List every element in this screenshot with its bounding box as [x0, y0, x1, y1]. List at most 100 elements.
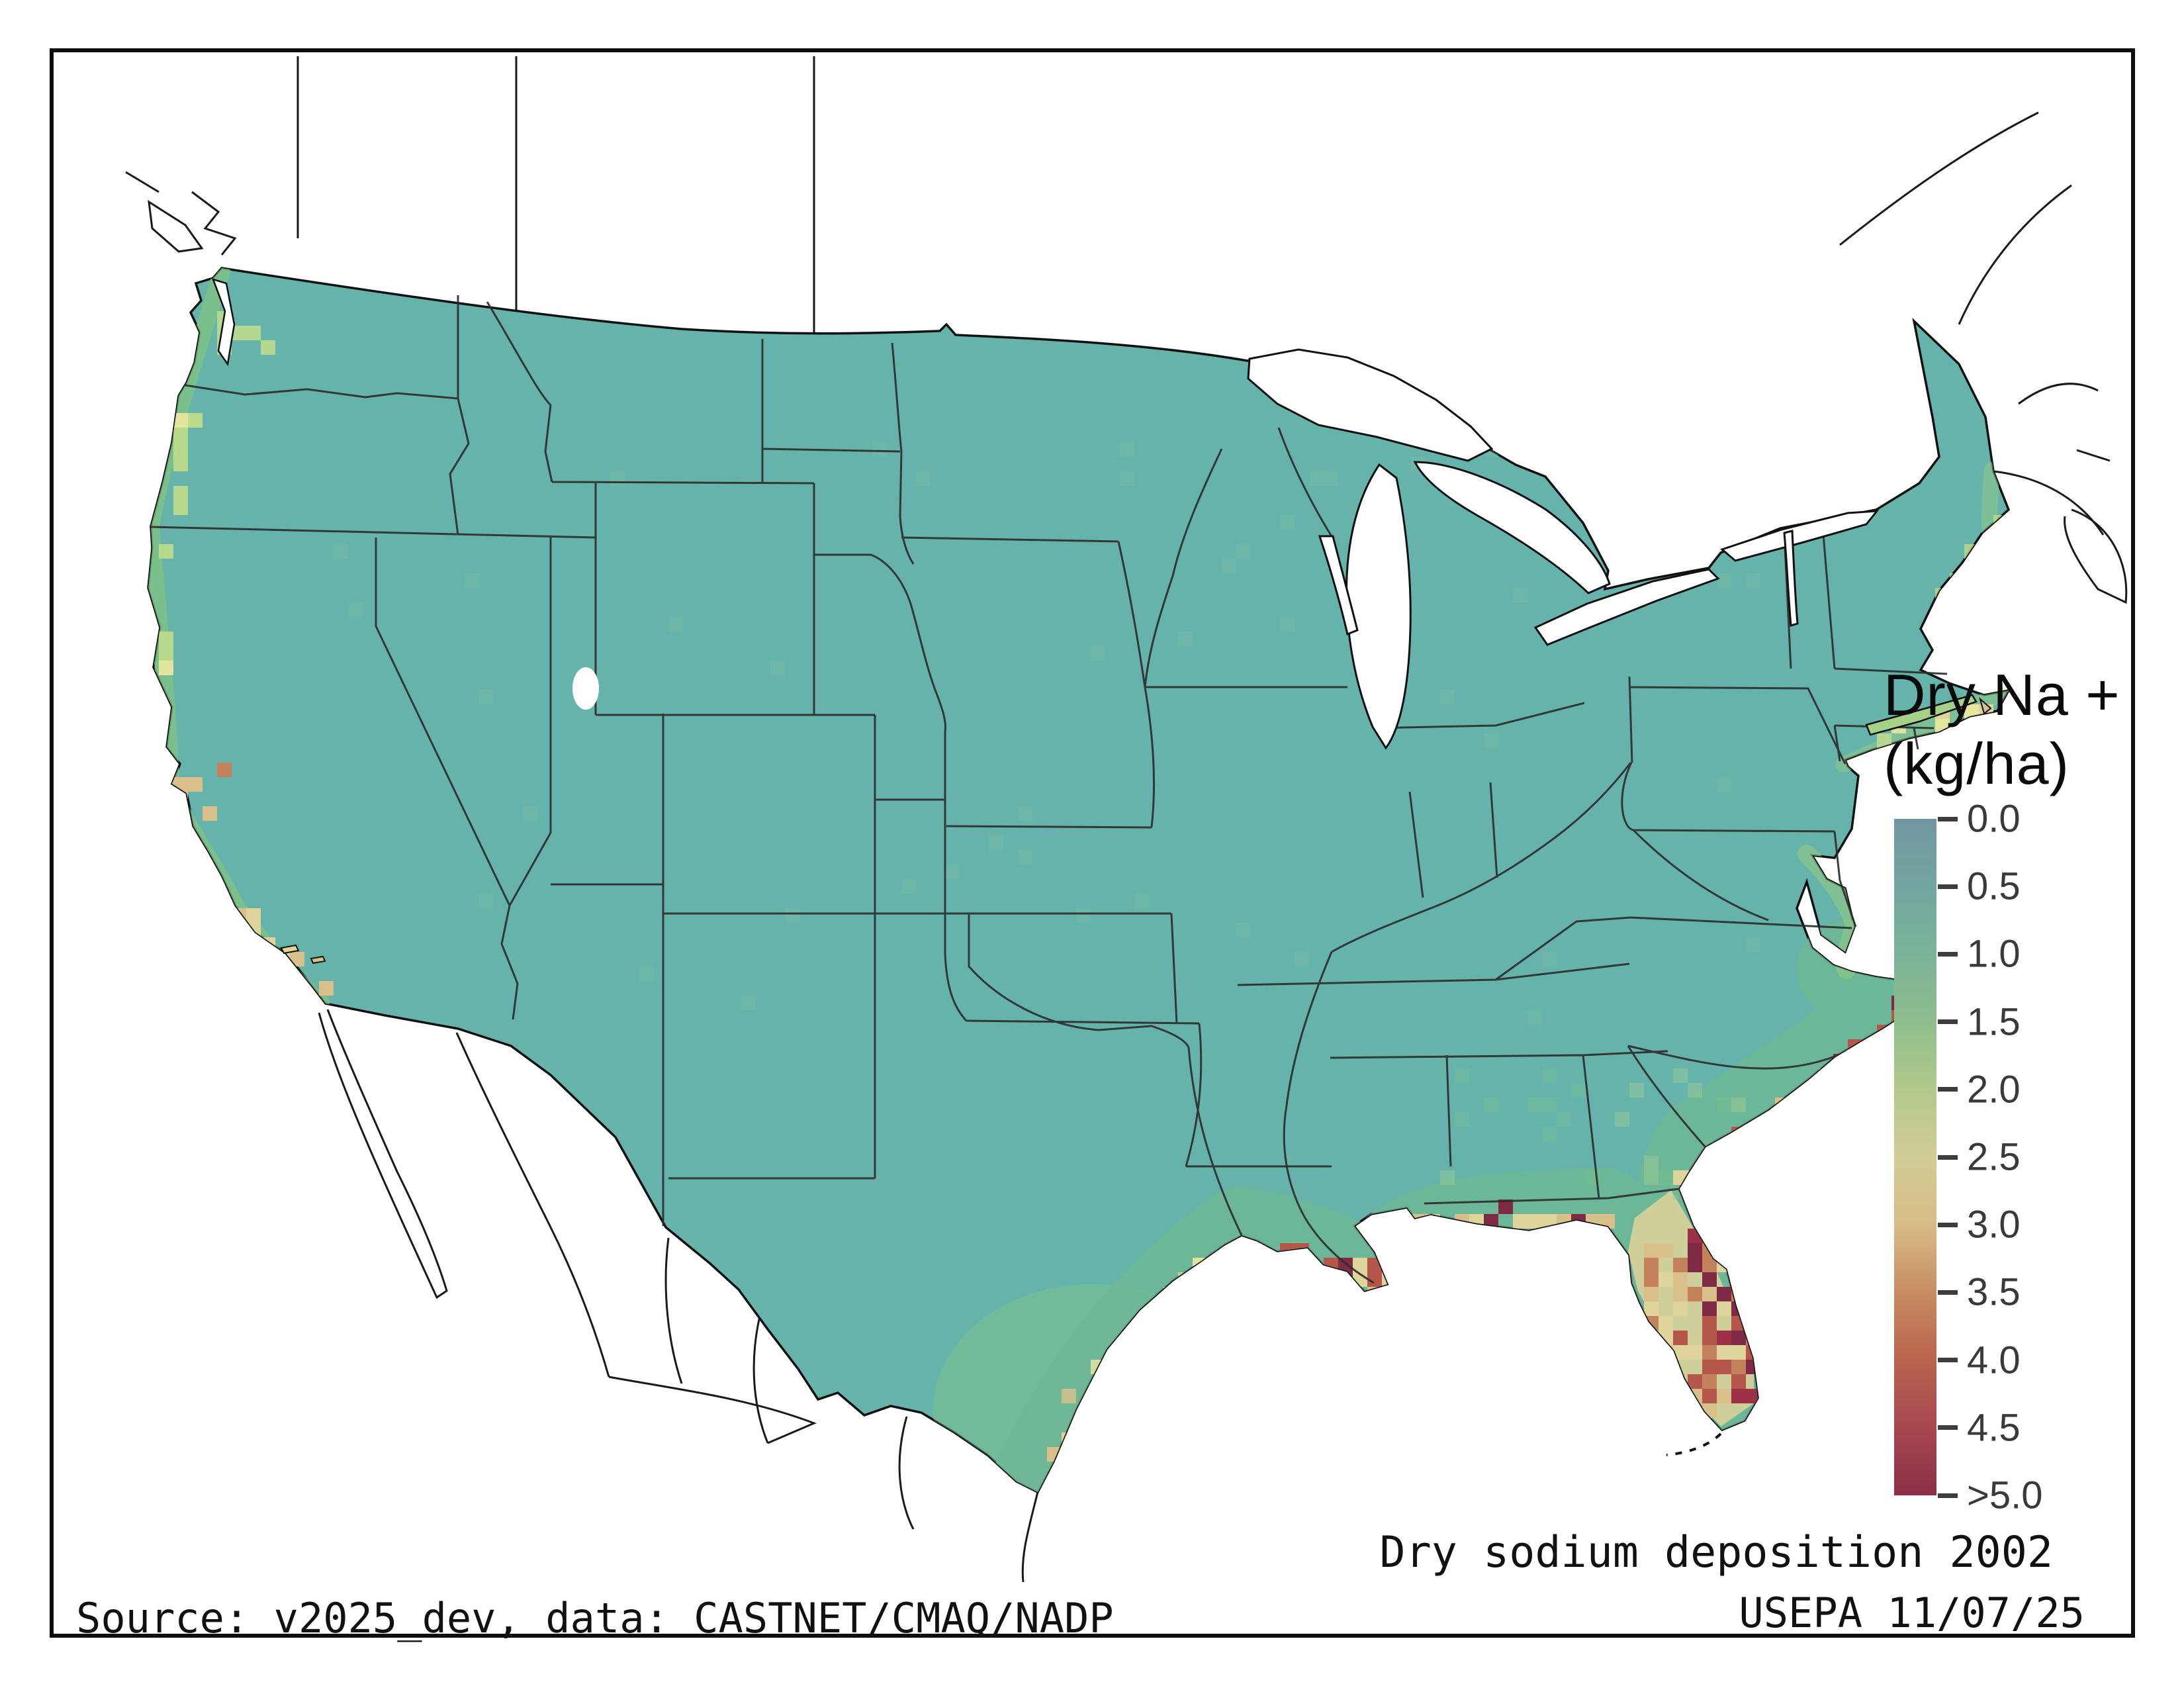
deposition-cell-florida-interior — [1731, 1272, 1746, 1287]
deposition-cell-texas-coast — [1105, 1403, 1120, 1418]
deposition-cell-interior-mottle — [1018, 850, 1032, 865]
deposition-cell-socal-coast — [275, 952, 290, 966]
deposition-cell-florida-interior — [1731, 1258, 1746, 1272]
deposition-cell-texas-coast — [1134, 1374, 1149, 1389]
deposition-cell-florida-interior — [1702, 1389, 1717, 1403]
baja-california-coast — [318, 1009, 448, 1299]
state-borders-east — [1145, 427, 1948, 1284]
deposition-cell-south-carolina-coast — [1790, 1098, 1804, 1112]
deposition-cell-maine-coast — [1993, 530, 2008, 544]
deposition-cell-louisiana-coast — [1338, 1272, 1353, 1287]
deposition-cell-pacific-northwest-coast — [173, 500, 188, 515]
deposition-cell-florida-interior — [1702, 1360, 1717, 1374]
deposition-cell-florida-interior — [1659, 1389, 1673, 1403]
deposition-cell-texas-coast — [1105, 1389, 1120, 1403]
deposition-cell-interior-mottle — [639, 966, 654, 981]
legend-tick-label: 2.0 — [1967, 1068, 2021, 1111]
deposition-cell-interior-mottle — [1236, 923, 1251, 937]
legend-title-line1: Dry Na + — [1884, 662, 2120, 727]
legend-tick-mark — [1938, 1358, 1958, 1363]
deposition-cell-south-carolina-coast — [1717, 1141, 1731, 1156]
deposition-cell-north-carolina-capes — [1862, 1039, 1877, 1054]
deposition-cell-florida-interior — [1673, 1301, 1688, 1316]
deposition-cell-texas-coast — [1134, 1345, 1149, 1360]
deposition-cell-texas-coast — [1193, 1272, 1207, 1287]
legend-tick-mark — [1938, 1154, 1958, 1160]
deposition-cell-florida-interior — [1644, 1316, 1659, 1331]
deposition-cell-socal-coast — [319, 981, 334, 996]
deposition-cell-florida-east-coast — [1760, 1360, 1775, 1374]
lake-ontario — [1720, 510, 1880, 562]
deposition-cell-mississippi-alabama-coast — [1396, 1214, 1411, 1229]
deposition-cell-southeast-green-mottle — [1455, 1068, 1469, 1083]
deposition-cell-interior-mottle — [523, 806, 537, 821]
deposition-cell-texas-coast — [1222, 1258, 1236, 1272]
deposition-cell-southeast-green-mottle — [1644, 1170, 1659, 1185]
deposition-cell-florida-east-coast — [1731, 1389, 1746, 1403]
deposition-cell-south-carolina-coast — [1775, 1112, 1790, 1127]
channel-island-1 — [280, 944, 300, 955]
deposition-cell-texas-coast — [1120, 1360, 1134, 1374]
deposition-cell-interior-mottle — [668, 617, 683, 632]
lake-champlain — [1783, 530, 1799, 627]
deposition-cell-interior-mottle — [1178, 632, 1193, 646]
legend-tick-mark — [1938, 1087, 1958, 1092]
deposition-cell-interior-mottle — [1484, 733, 1498, 748]
deposition-cell-interior-mottle — [1280, 617, 1295, 632]
puget-sound — [211, 278, 236, 367]
deposition-cell-louisiana-coast — [1280, 1258, 1295, 1272]
deposition-cell-georgia-coast — [1688, 1170, 1702, 1185]
deposition-cell-florida-interior — [1702, 1243, 1717, 1258]
deposition-cell-florida-interior — [1673, 1389, 1688, 1403]
deposition-cell-texas-coast — [1236, 1272, 1251, 1287]
deposition-cell-maine-coast — [1993, 530, 2008, 544]
deposition-cell-florida-interior — [1659, 1360, 1673, 1374]
deposition-cell-texas-coast — [1076, 1432, 1091, 1447]
deposition-cell-florida-interior — [1746, 1258, 1760, 1272]
deposition-cell-texas-inland-yellow — [1062, 1389, 1076, 1403]
deposition-cell-florida-interior — [1673, 1272, 1688, 1287]
deposition-cell-florida-interior — [1673, 1345, 1688, 1360]
deposition-cell-texas-coast — [1163, 1331, 1178, 1345]
deposition-cell-georgia-coast — [1688, 1170, 1702, 1185]
deposition-cell-florida-east-coast — [1746, 1301, 1760, 1316]
deposition-cell-interior-mottle — [479, 894, 494, 908]
deposition-cell-maine-coast — [1993, 530, 2008, 544]
deposition-cell-southeast-green-mottle — [1484, 1098, 1498, 1112]
deposition-cell-florida-interior — [1659, 1316, 1673, 1331]
deposition-cell-texas-coast — [1091, 1432, 1105, 1447]
deposition-cell-florida-interior — [1702, 1258, 1717, 1272]
deposition-cell-texas-coast — [1134, 1360, 1149, 1374]
deposition-cell-texas-coast — [1076, 1447, 1091, 1462]
deposition-cell-texas-inland-yellow — [1163, 1316, 1178, 1331]
deposition-cell-mississippi-alabama-coast — [1396, 1214, 1411, 1229]
deposition-cell-texas-coast — [1178, 1316, 1193, 1331]
deposition-cell-texas-coast — [1149, 1360, 1163, 1374]
deposition-cell-florida-interior — [1688, 1345, 1702, 1360]
deposition-cell-florida-east-coast — [1760, 1374, 1775, 1389]
deposition-cell-florida-interior — [1688, 1374, 1702, 1389]
deposition-cell-texas-inland-yellow — [1178, 1345, 1193, 1360]
deposition-cell-interior-mottle — [1295, 952, 1309, 966]
deposition-cell-interior-mottle — [1717, 573, 1731, 588]
deposition-cell-interior-mottle — [1746, 937, 1760, 952]
legend-title-line2: (kg/ha) — [1884, 731, 2070, 796]
deposition-cell-southeast-green-mottle — [1717, 1141, 1731, 1156]
deposition-cell-florida-interior — [1717, 1258, 1731, 1272]
deposition-cell-interior-mottle — [872, 442, 887, 457]
deposition-cell-texas-inland-yellow — [1178, 1301, 1193, 1316]
deposition-cell-pacific-northwest-coast — [159, 661, 173, 675]
deposition-cell-florida-interior — [1746, 1243, 1760, 1258]
deposition-cell-texas-inland-yellow — [1076, 1418, 1091, 1432]
deposition-cell-texas-coast — [1207, 1272, 1222, 1287]
deposition-cell-florida-interior — [1702, 1316, 1717, 1331]
deposition-cell-texas-inland-yellow — [1178, 1272, 1193, 1287]
deposition-cell-texas-coast — [1163, 1331, 1178, 1345]
deposition-cell-interior-mottle — [989, 835, 1003, 850]
deposition-cell-florida-east-coast — [1775, 1374, 1790, 1389]
mexico-outline — [318, 1009, 1039, 1583]
deposition-cell-interior-mottle — [1236, 544, 1251, 559]
deposition-cell-florida-interior — [1659, 1331, 1673, 1345]
deposition-cell-interior-mottle — [1222, 559, 1236, 573]
deposition-cell-florida-east-coast — [1717, 1360, 1731, 1374]
